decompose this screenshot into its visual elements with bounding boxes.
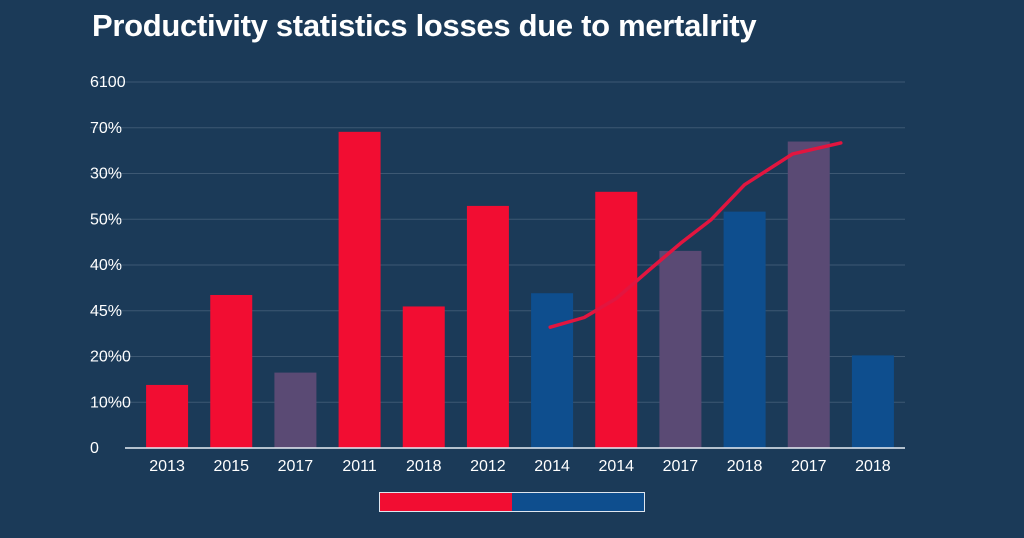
bar-2017 — [787, 141, 830, 448]
x-tick-label: 2018 — [855, 458, 891, 475]
y-tick-label: 0 — [90, 440, 99, 457]
trend-line-path — [548, 141, 843, 329]
x-tick-label: 2014 — [534, 458, 570, 475]
x-tick-label: 2017 — [791, 458, 827, 475]
bar-2014 — [531, 293, 574, 448]
chart-title: Productivity statistics losses due to me… — [92, 8, 757, 43]
x-tick-label: 2012 — [470, 458, 506, 475]
y-tick-label: 10%0 — [90, 394, 131, 411]
y-tick-label: 70% — [90, 120, 122, 137]
legend-swatch-red — [380, 493, 512, 511]
bar-2013 — [146, 384, 189, 448]
x-tick-label: 2014 — [598, 458, 634, 475]
axes: 0 10%0 20%0 45% 40% 50% 30% 70% 6100 2013 2015 2017… — [90, 74, 905, 475]
x-tick-label: 2013 — [149, 458, 185, 475]
bar-2011 — [338, 131, 381, 448]
legend — [379, 492, 645, 512]
y-tick-label: 20%0 — [90, 349, 131, 366]
x-tick-label: 2017 — [278, 458, 314, 475]
x-tick-label: 2017 — [663, 458, 699, 475]
trend-line — [548, 141, 843, 329]
y-tick-label: 40% — [90, 257, 122, 274]
y-tick-label: 30% — [90, 166, 122, 183]
y-tick-label: 6100 — [90, 74, 126, 91]
bar-2014 — [595, 191, 638, 449]
bar-2012 — [466, 205, 509, 448]
x-tick-label: 2011 — [342, 458, 377, 475]
bar-2017 — [659, 250, 702, 448]
y-tick-label: 50% — [90, 211, 122, 228]
bars — [146, 131, 894, 449]
bar-2018 — [851, 355, 894, 448]
x-tick-label: 2018 — [406, 458, 442, 475]
bar-2018 — [723, 211, 766, 448]
legend-swatch-blue — [512, 493, 644, 511]
bar-2018 — [402, 306, 445, 448]
x-tick-label: 2018 — [727, 458, 763, 475]
bar-2017 — [274, 372, 317, 448]
bar-2015 — [210, 294, 253, 448]
y-tick-label: 45% — [90, 303, 122, 320]
x-tick-label: 2015 — [213, 458, 249, 475]
